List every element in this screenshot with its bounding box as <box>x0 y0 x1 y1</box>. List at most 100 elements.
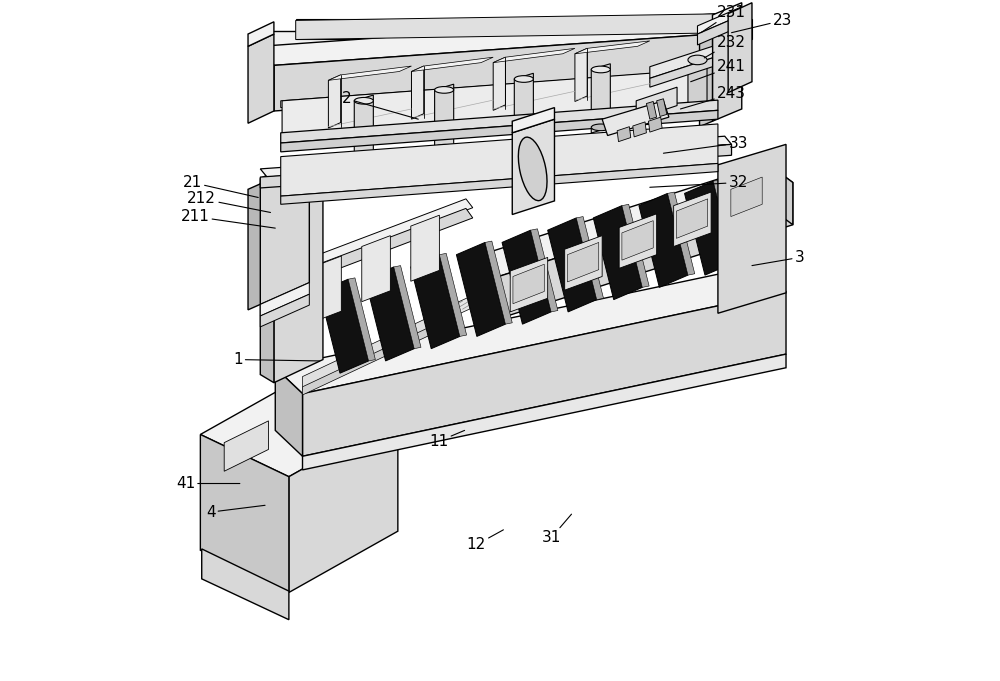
Polygon shape <box>274 163 323 383</box>
Polygon shape <box>514 74 533 142</box>
Polygon shape <box>348 278 375 361</box>
Polygon shape <box>565 236 602 290</box>
Text: 31: 31 <box>541 514 572 545</box>
Polygon shape <box>328 75 341 128</box>
Polygon shape <box>512 119 554 215</box>
Polygon shape <box>657 99 667 116</box>
Ellipse shape <box>591 66 610 73</box>
Polygon shape <box>639 193 688 287</box>
Polygon shape <box>303 313 459 395</box>
Polygon shape <box>260 144 732 188</box>
Polygon shape <box>650 46 712 78</box>
Polygon shape <box>697 15 742 45</box>
Polygon shape <box>767 163 793 225</box>
Text: 1: 1 <box>233 352 320 367</box>
Polygon shape <box>512 108 554 133</box>
Polygon shape <box>493 48 575 63</box>
Polygon shape <box>320 279 369 373</box>
Polygon shape <box>313 256 341 322</box>
Text: 3: 3 <box>752 250 805 266</box>
Text: 241: 241 <box>691 59 746 82</box>
Polygon shape <box>260 14 732 65</box>
Text: 32: 32 <box>650 175 748 190</box>
Polygon shape <box>712 3 742 27</box>
Polygon shape <box>668 192 695 275</box>
Text: 41: 41 <box>176 476 240 491</box>
Polygon shape <box>593 206 642 300</box>
Polygon shape <box>411 255 460 349</box>
Polygon shape <box>650 58 712 87</box>
Polygon shape <box>275 266 786 394</box>
Text: 231: 231 <box>701 5 746 33</box>
Polygon shape <box>513 264 544 304</box>
Polygon shape <box>485 241 512 324</box>
Polygon shape <box>674 192 711 247</box>
Text: 211: 211 <box>180 209 275 228</box>
Polygon shape <box>473 163 793 276</box>
Ellipse shape <box>518 137 547 201</box>
Polygon shape <box>646 101 657 119</box>
Polygon shape <box>718 144 786 313</box>
Polygon shape <box>435 84 454 153</box>
Polygon shape <box>303 354 786 470</box>
Polygon shape <box>473 257 499 319</box>
Polygon shape <box>411 66 424 119</box>
Polygon shape <box>439 253 467 336</box>
Polygon shape <box>281 68 725 108</box>
Ellipse shape <box>354 97 373 104</box>
Polygon shape <box>685 181 734 275</box>
Polygon shape <box>274 168 323 200</box>
Ellipse shape <box>688 55 707 65</box>
Polygon shape <box>619 214 657 268</box>
Polygon shape <box>200 434 289 592</box>
Polygon shape <box>281 163 718 204</box>
Text: 11: 11 <box>429 430 465 449</box>
Polygon shape <box>633 122 646 137</box>
Polygon shape <box>274 178 323 208</box>
Ellipse shape <box>514 133 533 140</box>
Polygon shape <box>248 184 260 310</box>
Polygon shape <box>456 242 505 336</box>
Polygon shape <box>274 33 732 111</box>
Polygon shape <box>260 155 323 187</box>
Polygon shape <box>296 19 752 39</box>
Polygon shape <box>362 236 390 302</box>
Polygon shape <box>281 100 718 143</box>
Polygon shape <box>728 170 766 225</box>
Polygon shape <box>281 124 718 196</box>
Polygon shape <box>296 14 732 39</box>
Text: 212: 212 <box>187 191 271 212</box>
Ellipse shape <box>435 86 454 93</box>
Polygon shape <box>289 415 398 592</box>
Polygon shape <box>303 291 786 456</box>
Polygon shape <box>260 283 309 316</box>
Polygon shape <box>648 117 662 132</box>
Polygon shape <box>548 218 597 312</box>
Polygon shape <box>200 373 398 477</box>
Polygon shape <box>260 136 732 177</box>
Polygon shape <box>248 34 274 123</box>
Polygon shape <box>636 87 677 119</box>
Text: 232: 232 <box>704 35 746 58</box>
Polygon shape <box>224 421 268 471</box>
Polygon shape <box>576 217 604 300</box>
Polygon shape <box>712 15 742 121</box>
Ellipse shape <box>435 144 454 151</box>
Polygon shape <box>713 180 740 263</box>
Text: 4: 4 <box>206 505 265 520</box>
Polygon shape <box>531 229 558 312</box>
Polygon shape <box>411 57 493 72</box>
Polygon shape <box>731 177 762 217</box>
Text: 33: 33 <box>663 136 748 153</box>
Polygon shape <box>502 230 551 324</box>
Polygon shape <box>275 199 473 280</box>
Polygon shape <box>260 162 309 304</box>
Polygon shape <box>728 3 752 93</box>
Polygon shape <box>499 183 793 319</box>
Text: 2: 2 <box>342 91 418 119</box>
Polygon shape <box>260 294 309 327</box>
Text: 243: 243 <box>680 86 746 109</box>
Polygon shape <box>510 257 548 312</box>
Polygon shape <box>282 68 718 138</box>
Polygon shape <box>260 178 274 383</box>
